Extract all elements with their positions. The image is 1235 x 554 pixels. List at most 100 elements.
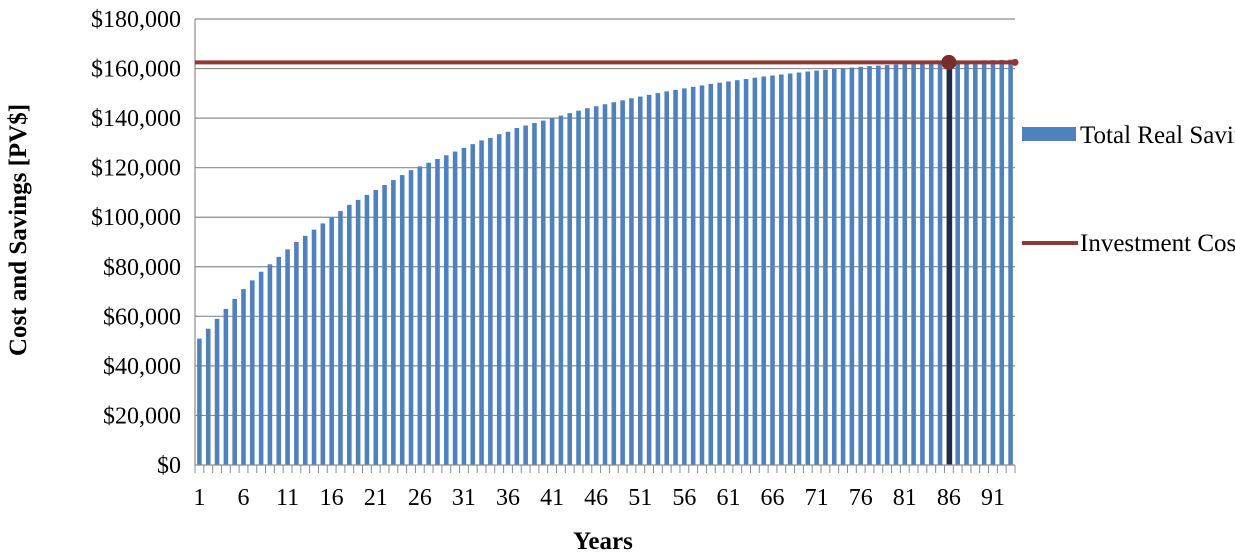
bar (999, 59, 1005, 466)
bar (796, 72, 802, 466)
bar (973, 60, 978, 465)
bar (267, 264, 273, 465)
y-tick-label: $20,000 (103, 403, 181, 429)
bar (452, 151, 458, 466)
bar (355, 199, 361, 465)
y-tick-label: $140,000 (91, 106, 181, 132)
y-tick-label: $100,000 (91, 205, 181, 231)
bar (382, 185, 387, 465)
bar (479, 140, 484, 465)
bar (761, 76, 767, 466)
bar (435, 158, 440, 465)
bar (831, 69, 837, 465)
y-tick-label: $80,000 (103, 255, 181, 281)
bar (258, 271, 264, 465)
bar (611, 102, 617, 466)
bar (928, 62, 934, 466)
investment-cost-line (195, 54, 1019, 70)
bar (849, 67, 855, 465)
bar (311, 229, 317, 465)
bar (399, 175, 405, 465)
bar (285, 249, 290, 465)
y-axis-title: Cost and Savings [PV$] (5, 104, 32, 356)
bar (567, 113, 573, 466)
bar (505, 131, 511, 465)
bar (752, 77, 758, 466)
bar (814, 70, 819, 465)
bar-series (197, 59, 1013, 466)
legend: Total Real Savings Investment Costs (1022, 122, 1235, 257)
bar (699, 85, 705, 465)
bar (549, 118, 555, 465)
bar (876, 65, 881, 466)
legend-label-savings: Total Real Savings (1080, 122, 1235, 149)
bar (805, 71, 811, 465)
bar (708, 83, 714, 465)
y-tick-label: $120,000 (91, 156, 181, 182)
bar (690, 86, 696, 465)
bar (443, 155, 449, 465)
bar (232, 298, 237, 465)
bar (884, 65, 890, 465)
x-tick-label: 16 (320, 485, 344, 511)
bar (823, 69, 828, 466)
bar (214, 318, 220, 465)
bar (955, 61, 960, 465)
x-tick-label: 26 (408, 485, 432, 511)
bar (602, 104, 608, 465)
bar (770, 75, 775, 465)
bar (664, 91, 670, 466)
bar (743, 78, 749, 465)
bar (726, 81, 731, 465)
bar (585, 108, 590, 465)
bar (364, 194, 370, 465)
y-tick-label: $180,000 (91, 7, 181, 33)
bar (920, 63, 925, 466)
x-tick-label: 11 (276, 485, 299, 511)
bar (523, 125, 528, 466)
y-tick-label: $40,000 (103, 354, 181, 380)
bar (426, 162, 431, 465)
x-tick-label: 21 (364, 485, 388, 511)
bar (858, 66, 863, 466)
x-tick-label: 36 (496, 485, 520, 511)
x-tick-label: 31 (452, 485, 476, 511)
x-tick-label: 56 (672, 485, 696, 511)
bar (514, 128, 520, 465)
bar (329, 217, 334, 465)
x-tick-label: 71 (805, 485, 829, 511)
y-tick-labels: $0 $20,000 $40,000 $60,000 $80,000 $100,000 $1… (91, 7, 181, 479)
x-tick-label: 1 (193, 485, 205, 511)
bar (294, 242, 299, 465)
y-tick-label: $60,000 (103, 304, 181, 330)
bar (620, 100, 625, 465)
bar (779, 74, 784, 465)
x-tick-label: 6 (237, 485, 249, 511)
axes (194, 19, 1016, 473)
x-tick-label: 51 (628, 485, 652, 511)
y-tick-label: $160,000 (91, 57, 181, 83)
bar (734, 80, 740, 465)
bar (646, 94, 652, 465)
bar (532, 123, 537, 466)
bar (990, 60, 996, 466)
x-tick-label: 86 (937, 485, 961, 511)
bar (902, 64, 908, 466)
bar (964, 60, 969, 465)
x-tick-label: 46 (584, 485, 608, 511)
bar (338, 211, 343, 465)
bar (540, 120, 546, 465)
bar (911, 63, 916, 465)
bar (558, 115, 564, 465)
bar (320, 223, 326, 465)
bar (496, 134, 502, 465)
bar (840, 68, 846, 466)
bar (629, 98, 634, 466)
bar (576, 110, 581, 465)
x-axis-title: Years (573, 528, 633, 554)
bar (682, 88, 687, 465)
bar (593, 106, 599, 466)
x-tick-labels: 1 6 11 16 21 26 31 36 41 46 51 56 61 66 71 76 81 86 91 (193, 485, 1005, 511)
bar (488, 137, 493, 465)
